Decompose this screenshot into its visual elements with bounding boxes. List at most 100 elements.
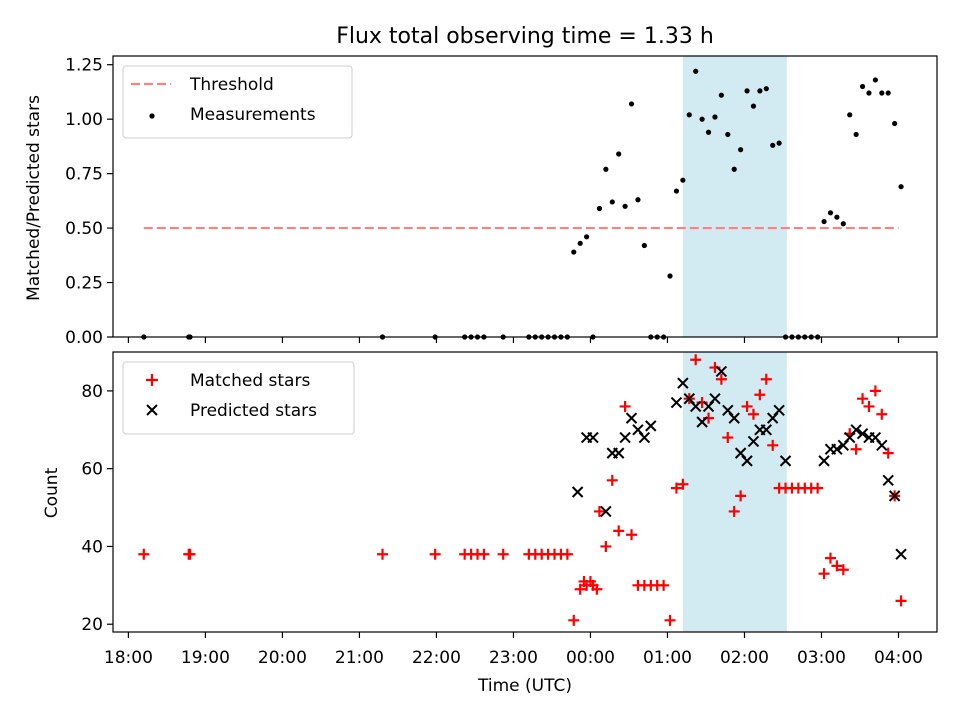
measurement-point [847, 112, 853, 118]
measurement-point [622, 203, 628, 209]
legend-label: Matched stars [190, 371, 310, 391]
measurement-point [821, 218, 827, 225]
matched-star-point [741, 400, 753, 412]
matched-star-point [863, 400, 875, 412]
ratio-chart: 0.00 0.25 0.50 0.75 1.00 1.25 Threshold Measure… [65, 55, 938, 348]
measurement-point [616, 151, 622, 157]
measurement-point [859, 83, 866, 90]
observing-window-span [682, 56, 787, 337]
predicted-star-point [645, 420, 657, 432]
matched-star-point [837, 564, 849, 576]
measurement-point [763, 86, 769, 92]
x-tick-label: 22:00 [412, 648, 461, 668]
predicted-star-point [779, 455, 792, 467]
predicted-star-point [715, 365, 728, 378]
matched-star-point [574, 583, 586, 595]
y-tick-label: 0.25 [65, 274, 103, 294]
matched-star-point [670, 482, 682, 494]
legend-label: Measurements [190, 105, 316, 125]
measurement-point [673, 188, 680, 194]
predicted-star-point [882, 474, 894, 487]
measurement-point [603, 166, 609, 172]
x-tick-label: 21:00 [335, 648, 384, 668]
x-tick-label: 18:00 [104, 648, 153, 668]
matched-star-point [591, 583, 603, 595]
legend-box [122, 65, 353, 139]
measurement-point [712, 114, 718, 120]
measurement-point [738, 147, 744, 153]
predicted-star-point [818, 455, 830, 467]
predicted-star-point [831, 443, 843, 455]
predicted-star-point [747, 435, 760, 448]
top-plot-frame [112, 55, 938, 338]
measurement-point [744, 88, 750, 94]
predicted-star-point [677, 377, 689, 389]
matched-star-point [754, 389, 766, 401]
x-tick-label: 23:00 [489, 648, 538, 668]
matched-star-point [593, 505, 605, 517]
matched-star-point [812, 482, 824, 494]
predicted-star-point [625, 412, 638, 424]
matched-star-point [619, 400, 631, 412]
x-axis-label: Time (UTC) [477, 676, 572, 696]
matched-star-point [606, 474, 618, 486]
matched-star-point [184, 548, 196, 560]
predicted-star-point [728, 412, 740, 424]
y-tick-label: 0.00 [65, 328, 103, 348]
predicted-star-point [876, 439, 888, 452]
measurement-point [584, 234, 590, 240]
predicted-star-point [670, 396, 683, 409]
matched-star-point [747, 408, 759, 420]
measurement-point [686, 112, 692, 118]
matched-star-point [735, 490, 747, 502]
measurement-point [834, 214, 840, 220]
predicted-star-point [587, 431, 599, 444]
predicted-star-point [600, 505, 612, 518]
x-tick-label: 01:00 [643, 648, 692, 668]
measurement-point [628, 101, 635, 107]
observing-window-span [682, 352, 787, 632]
y-tick-label: 1.00 [65, 110, 103, 130]
matched-star-point [478, 548, 490, 560]
matched-star-point [850, 443, 862, 455]
measurement-point [577, 240, 583, 246]
measurement-point [872, 77, 878, 83]
top-legend: Threshold Measurements [122, 65, 353, 139]
x-tick-label: 03:00 [797, 648, 846, 668]
measurement-point [750, 103, 757, 109]
y-tick-label: 0.75 [65, 165, 103, 185]
measurement-point [892, 120, 898, 127]
matched-star-point [831, 560, 843, 572]
measurement-point [667, 273, 673, 279]
top-y-axis-label: Matched/Predicted stars [24, 95, 44, 301]
measurement-point [699, 116, 705, 122]
legend-matched-marker [146, 374, 158, 386]
measurement-point [898, 184, 904, 190]
predicted-star-point [638, 431, 651, 444]
y-tick-label: 80 [81, 382, 103, 402]
predicted-star-point [619, 431, 631, 444]
measurement-point [641, 242, 647, 249]
matched-star-point [895, 595, 907, 607]
measurement-point [866, 90, 872, 96]
predicted-star-point [709, 392, 721, 405]
legend-label: Threshold [189, 75, 274, 95]
measurement-point [609, 199, 615, 205]
matched-star-point [857, 393, 869, 405]
predicted-star-point [571, 486, 584, 498]
legend-label: Predicted stars [190, 401, 317, 421]
measurement-point [840, 221, 846, 227]
matched-star-point [760, 373, 772, 385]
matched-star-point [722, 432, 734, 444]
matched-star-point [818, 568, 830, 580]
matched-star-point [613, 525, 625, 537]
bottom-y-axis-label: Count [42, 467, 62, 518]
matched-star-point [767, 439, 779, 451]
measurement-point [596, 205, 603, 212]
matched-star-point [497, 548, 509, 560]
legend-predicted-marker [146, 404, 158, 416]
matched-star-point [626, 529, 638, 541]
x-tick-label: 00:00 [566, 648, 615, 668]
x-tick-label: 04:00 [874, 648, 923, 668]
